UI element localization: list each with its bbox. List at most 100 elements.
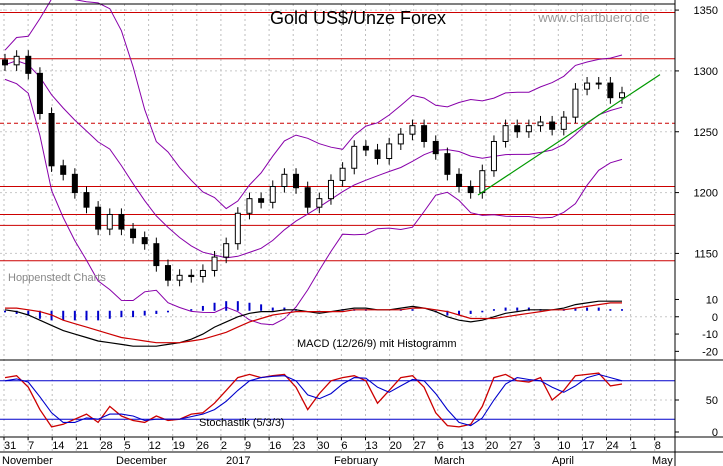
price-candle [560, 111, 567, 136]
price-candle [36, 67, 43, 120]
price-candle [60, 159, 67, 181]
price-candle [362, 140, 369, 157]
price-candle [502, 119, 509, 148]
candle-body [95, 206, 102, 230]
candle-body [619, 92, 625, 99]
x-tick-label: 31 [4, 440, 16, 452]
month-label: April [552, 455, 574, 466]
price-candle [421, 119, 428, 148]
y-tick-label: 1300 [694, 66, 718, 78]
y-tick-label: 50 [706, 395, 718, 407]
candle-body [525, 125, 532, 133]
candle-body [36, 72, 43, 114]
y-tick-label: 1200 [694, 188, 718, 200]
price-candle [607, 77, 614, 104]
candle-body [211, 256, 218, 271]
x-tick-label: 20 [486, 440, 498, 452]
watermark: www.chartbuero.de [537, 10, 649, 25]
candle-body [293, 173, 300, 189]
price-candle [211, 250, 218, 277]
stochastic-panel [0, 372, 675, 428]
candle-body [514, 125, 521, 133]
candle-body [397, 133, 404, 145]
price-candle [188, 269, 195, 283]
y-tick-label: 1250 [694, 127, 718, 139]
macd-line [4, 300, 622, 347]
y-tick-label: 1150 [694, 248, 718, 260]
price-candle [304, 181, 311, 214]
x-tick-label: 24 [607, 440, 619, 452]
candle-body [409, 125, 416, 135]
candle-body [490, 140, 497, 172]
x-tick-label: 27 [414, 440, 426, 452]
price-candle [584, 77, 591, 96]
x-tick-label: 17 [582, 440, 594, 452]
candle-body [339, 167, 346, 181]
x-tick-label: 6 [438, 440, 444, 452]
x-axis: 31 7 14 21 28 5 12 19 26 2 9 16 23 30 6 13 20 27 6 13 20 27 3 1… [2, 437, 673, 466]
price-candle [409, 119, 416, 141]
candle-body [48, 113, 55, 167]
price-candle [467, 180, 474, 199]
price-candle [130, 223, 137, 244]
stochastic-label: Stochastik (5/3/3) [199, 417, 285, 429]
candle-body [199, 269, 206, 278]
price-candle [374, 143, 381, 165]
candle-body [374, 149, 381, 160]
candle-body [118, 213, 125, 230]
month-label: November [2, 455, 53, 466]
candle-body [71, 173, 78, 194]
x-tick-label: 16 [269, 440, 281, 452]
candle-body [2, 59, 8, 66]
x-tick-label: 19 [173, 440, 185, 452]
y-tick-label: 0 [712, 312, 718, 324]
price-candle [444, 147, 451, 181]
x-tick-label: 8 [655, 440, 661, 452]
x-tick-label: 5 [125, 440, 131, 452]
price-candle [95, 201, 102, 236]
stochastic-k-line [4, 372, 623, 428]
price-candle [106, 208, 113, 236]
x-tick-label: 13 [462, 440, 474, 452]
x-tick-label: 28 [100, 440, 112, 452]
price-candle [13, 50, 20, 71]
macd-label: MACD (12/26/9) mit Histogramm [297, 338, 457, 350]
candle-body [106, 213, 113, 230]
x-tick-label: 26 [197, 440, 209, 452]
candle-body [281, 173, 288, 187]
bollinger-middle-band [4, 60, 623, 259]
candle-body [595, 82, 602, 85]
candle-body [432, 140, 439, 155]
month-label: May [652, 455, 673, 466]
x-tick-label: 20 [390, 440, 402, 452]
price-candle [386, 137, 393, 165]
trend-line [477, 74, 661, 196]
price-candle [339, 162, 346, 187]
candle-body [164, 265, 171, 281]
price-candle [572, 83, 579, 124]
stochastic-d-line [4, 373, 623, 427]
source-label: Hoppenstedt Charts [8, 272, 106, 284]
candle-body [479, 170, 486, 194]
candle-body [362, 145, 369, 151]
x-tick-label: 9 [245, 440, 251, 452]
y-tick-label: -10 [702, 329, 718, 341]
candle-body [537, 121, 544, 127]
price-candle [432, 135, 439, 160]
x-tick-label: 7 [28, 440, 34, 452]
candle-body [456, 173, 463, 187]
candle-body [223, 243, 230, 258]
price-candle [164, 259, 171, 287]
month-label: 2017 [226, 455, 250, 466]
candle-body [304, 187, 311, 208]
price-candle [118, 208, 125, 236]
price-panel [0, 0, 675, 326]
candle-body [607, 82, 614, 99]
x-tick-label: 21 [76, 440, 88, 452]
price-candle [595, 77, 602, 90]
price-candle [246, 192, 253, 220]
price-candle [2, 53, 8, 71]
price-candle [537, 115, 544, 132]
